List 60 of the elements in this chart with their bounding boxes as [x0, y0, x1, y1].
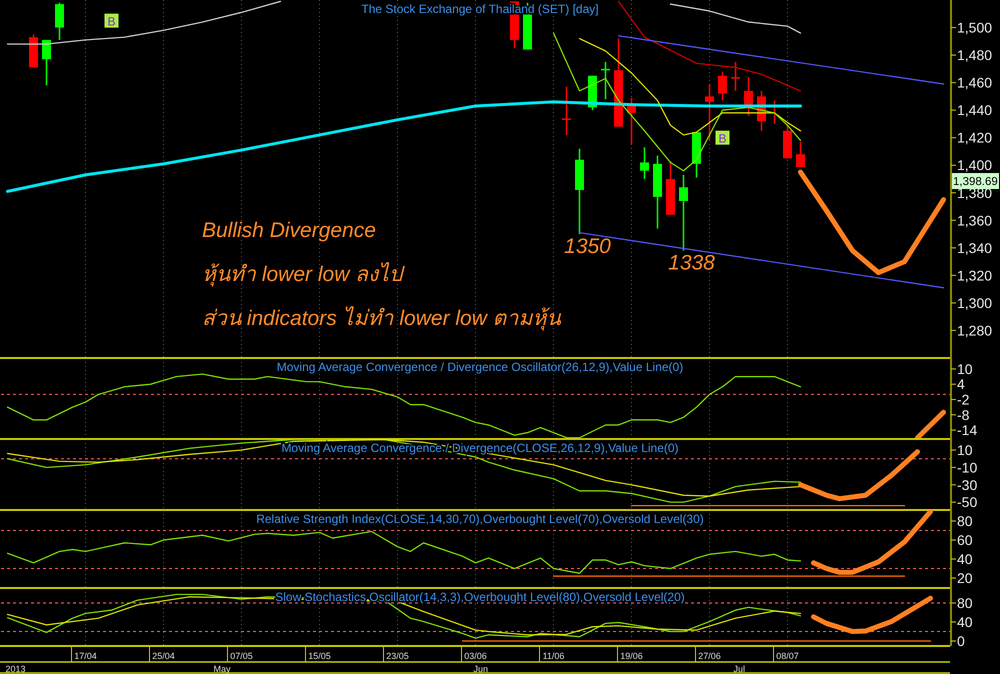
marker: B — [104, 14, 118, 29]
y-tick-label: -10 — [957, 459, 978, 476]
y-tick-label: 1,480 — [957, 47, 992, 64]
x-tick-label: 15/05 — [308, 651, 331, 661]
data-label: B — [718, 132, 727, 146]
y-tick-label: 0 — [957, 633, 965, 650]
y-tick-label: 20 — [957, 570, 973, 586]
data-label: B — [107, 14, 116, 29]
y-tick-label: 1,300 — [957, 294, 992, 311]
x-tick-label: 08/07 — [776, 651, 799, 661]
y-tick-label: -30 — [957, 476, 978, 493]
y-tick-label: 10 — [957, 360, 973, 377]
chart-title: Relative Strength Index(CLOSE,14,30,70),Overbought Level(70),Oversold Level(30) — [256, 512, 704, 526]
line-series — [6, 530, 802, 574]
y-tick-label: -8 — [957, 406, 970, 423]
line-series — [618, 0, 802, 92]
line-series — [6, 373, 802, 438]
annotation: หุ้นทำ lower low ลงไป — [202, 262, 406, 287]
x-tick-label: 19/06 — [620, 651, 643, 661]
x-tick-label: 03/06 — [464, 651, 487, 661]
y-tick-label: 1,500 — [957, 20, 992, 36]
annotation: 1338 — [668, 252, 716, 275]
y-tick-label: 40 — [957, 614, 973, 630]
y-tick-label: -14 — [957, 422, 978, 438]
y-tick-label: -2 — [957, 392, 970, 408]
text: 1,398.69 — [953, 176, 998, 188]
y-tick-label: 1,320 — [957, 267, 992, 284]
y-tick-label: 1,400 — [957, 157, 992, 174]
y-tick-label: 1,360 — [957, 212, 992, 228]
x-tick-label: 23/05 — [386, 651, 409, 661]
line-series — [6, 100, 802, 193]
x-tick-label: 11/06 — [542, 651, 564, 661]
y-tick-label: 1,280 — [957, 322, 992, 338]
annotation: Bullish Divergence — [202, 219, 376, 242]
annotation: 1350 — [564, 235, 612, 258]
y-tick-label: 1,440 — [957, 102, 992, 118]
y-tick-label: 40 — [957, 551, 973, 568]
y-tick-label: 60 — [957, 532, 973, 548]
x-tick-label: 27/06 — [698, 651, 721, 661]
y-tick-label: 4 — [957, 376, 965, 392]
y-tick-label: 1,460 — [957, 74, 992, 91]
text: May — [214, 664, 231, 674]
y-tick-label: 1,340 — [957, 240, 992, 256]
x-tick-label: 07/05 — [230, 651, 253, 661]
marker: B — [716, 130, 730, 146]
annotation: ส่วน indicators ไม่ทำ lower low ตามหุ้น — [202, 306, 562, 331]
y-tick-label: 1,420 — [957, 130, 992, 146]
y-tick-label: 80 — [957, 595, 973, 612]
line-series — [552, 32, 802, 172]
text: Jun — [474, 664, 488, 674]
text: 2013 — [6, 664, 26, 674]
y-tick-label: -50 — [957, 494, 978, 510]
y-tick-label: 10 — [957, 442, 973, 458]
text: Jul — [734, 664, 746, 674]
x-tick-label: 25/04 — [152, 651, 175, 661]
chart-title: Moving Average Convergence / Divergence Oscillator(26,12,9),Value Line(0) — [276, 360, 684, 374]
y-tick-label: 80 — [957, 513, 973, 530]
x-tick-label: 17/04 — [74, 651, 97, 661]
line-series — [578, 38, 802, 136]
line-series — [670, 4, 802, 34]
